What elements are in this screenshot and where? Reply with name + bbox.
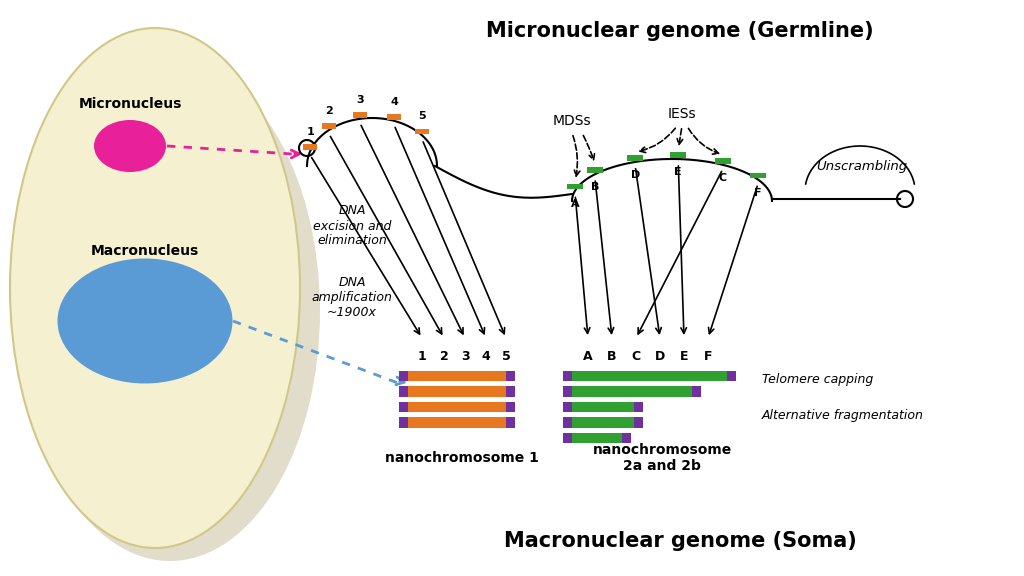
Text: 5: 5	[418, 111, 426, 122]
Text: Macronucleus: Macronucleus	[91, 244, 199, 258]
Text: C: C	[719, 173, 727, 183]
FancyBboxPatch shape	[352, 112, 367, 118]
Text: Telomere capping: Telomere capping	[762, 373, 873, 385]
Text: B: B	[607, 350, 616, 363]
FancyBboxPatch shape	[572, 401, 634, 412]
FancyBboxPatch shape	[408, 417, 506, 427]
Text: 1: 1	[418, 350, 426, 363]
Ellipse shape	[10, 28, 300, 548]
Text: A: A	[584, 350, 593, 363]
Text: MDSs: MDSs	[553, 114, 591, 128]
FancyBboxPatch shape	[563, 417, 572, 427]
FancyBboxPatch shape	[715, 158, 731, 164]
Text: 2: 2	[439, 350, 449, 363]
Text: 1: 1	[306, 127, 314, 137]
FancyBboxPatch shape	[387, 114, 401, 120]
FancyBboxPatch shape	[563, 433, 572, 443]
FancyBboxPatch shape	[634, 401, 643, 412]
FancyBboxPatch shape	[572, 417, 634, 427]
Text: IESs: IESs	[668, 107, 696, 121]
Text: D: D	[655, 350, 666, 363]
Text: 3: 3	[461, 350, 469, 363]
Text: A: A	[570, 199, 580, 209]
Text: B: B	[591, 182, 599, 192]
FancyBboxPatch shape	[399, 370, 408, 381]
Text: Unscrambling: Unscrambling	[816, 160, 907, 172]
FancyBboxPatch shape	[670, 152, 686, 158]
Text: nanochromosome
2a and 2b: nanochromosome 2a and 2b	[592, 443, 731, 473]
FancyBboxPatch shape	[587, 168, 603, 173]
FancyBboxPatch shape	[567, 184, 584, 190]
Text: 2: 2	[326, 106, 333, 116]
FancyBboxPatch shape	[399, 401, 408, 412]
FancyBboxPatch shape	[303, 145, 317, 150]
FancyBboxPatch shape	[399, 417, 408, 427]
Text: Macronuclear genome (Soma): Macronuclear genome (Soma)	[504, 531, 856, 551]
FancyBboxPatch shape	[563, 386, 572, 396]
Text: 4: 4	[390, 97, 398, 107]
Text: Micronuclear genome (Germline): Micronuclear genome (Germline)	[486, 21, 873, 41]
Text: C: C	[632, 350, 641, 363]
Text: nanochromosome 1: nanochromosome 1	[385, 451, 539, 465]
Text: F: F	[755, 188, 762, 198]
FancyBboxPatch shape	[399, 386, 408, 396]
Text: DNA
amplification
~1900x: DNA amplification ~1900x	[311, 276, 392, 320]
Ellipse shape	[94, 120, 166, 172]
FancyBboxPatch shape	[408, 401, 506, 412]
FancyBboxPatch shape	[506, 417, 515, 427]
FancyBboxPatch shape	[572, 433, 622, 443]
Text: 4: 4	[481, 350, 490, 363]
Text: Alternative fragmentation: Alternative fragmentation	[762, 410, 924, 423]
FancyBboxPatch shape	[563, 370, 572, 381]
FancyBboxPatch shape	[506, 386, 515, 396]
FancyBboxPatch shape	[572, 370, 727, 381]
Ellipse shape	[57, 259, 232, 384]
Text: DNA
excision and
elimination: DNA excision and elimination	[312, 204, 391, 248]
Text: F: F	[703, 350, 713, 363]
FancyBboxPatch shape	[415, 128, 429, 134]
FancyBboxPatch shape	[506, 401, 515, 412]
FancyBboxPatch shape	[622, 433, 631, 443]
FancyBboxPatch shape	[634, 417, 643, 427]
FancyBboxPatch shape	[750, 173, 766, 179]
Ellipse shape	[20, 61, 319, 561]
FancyBboxPatch shape	[627, 155, 643, 161]
FancyBboxPatch shape	[572, 386, 692, 396]
Text: E: E	[675, 167, 682, 177]
FancyBboxPatch shape	[506, 370, 515, 381]
FancyBboxPatch shape	[408, 386, 506, 396]
Text: D: D	[631, 170, 640, 180]
Text: E: E	[680, 350, 688, 363]
FancyBboxPatch shape	[322, 123, 336, 129]
FancyBboxPatch shape	[692, 386, 701, 396]
Text: Micronucleus: Micronucleus	[78, 97, 181, 111]
FancyBboxPatch shape	[408, 370, 506, 381]
Text: 3: 3	[356, 95, 364, 105]
Text: 5: 5	[502, 350, 510, 363]
FancyBboxPatch shape	[563, 401, 572, 412]
FancyBboxPatch shape	[727, 370, 736, 381]
